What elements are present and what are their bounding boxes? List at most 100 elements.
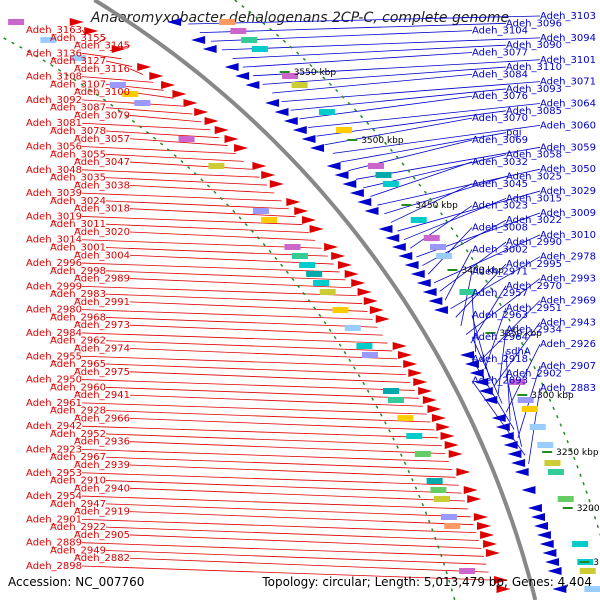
forward-gene-arrow	[137, 63, 152, 71]
right-gene-label: Adeh_3022	[506, 215, 562, 226]
right-gene-label: Adeh_3032	[472, 157, 528, 168]
feature-block	[312, 280, 329, 286]
forward-gene-arrow	[427, 405, 442, 413]
right-connector-line	[370, 161, 473, 197]
left-connector-line	[105, 270, 346, 281]
right-gene-label: Adeh_3076	[472, 91, 528, 102]
feature-block	[547, 469, 564, 475]
feature-block	[579, 568, 596, 574]
left-connector-line	[129, 348, 397, 360]
left-connector-line	[81, 76, 154, 83]
left-gene-label: Adeh_2941	[74, 390, 130, 401]
scale-label: 3200 kbp	[577, 504, 600, 514]
feature-block	[387, 397, 404, 403]
left-gene-label: Adeh_2947	[50, 499, 106, 510]
left-gene-label: Adeh_2989	[74, 274, 130, 285]
left-connector-line	[129, 511, 474, 526]
left-gene-label: Adeh_3127	[50, 56, 106, 67]
feature-block	[572, 541, 589, 547]
reverse-gene-arrow	[422, 288, 437, 296]
right-gene-label: Adeh_2995	[506, 259, 562, 270]
forward-gene-arrow	[357, 288, 372, 296]
right-connector-line	[465, 278, 541, 335]
reverse-gene-arrow	[428, 297, 443, 305]
feature-block	[444, 523, 461, 529]
left-gene-label: Adeh_2922	[50, 522, 106, 533]
forward-gene-arrow	[494, 576, 509, 584]
forward-gene-arrow	[204, 117, 219, 125]
forward-gene-arrow	[194, 108, 209, 116]
left-gene-label: Adeh_3163	[26, 25, 82, 36]
right-gene-label: Adeh_3060	[540, 120, 596, 131]
forward-gene-arrow	[408, 369, 423, 377]
left-gene-label: Adeh_3004	[74, 250, 130, 261]
forward-gene-arrow	[337, 261, 352, 269]
right-connector-line	[471, 336, 503, 404]
reverse-gene-arrow	[224, 63, 239, 71]
right-gene-label: Adeh_3085	[506, 106, 562, 117]
reverse-gene-arrow	[531, 513, 546, 521]
left-connector-line	[105, 410, 431, 423]
right-connector-line	[281, 81, 541, 103]
reverse-gene-arrow	[539, 540, 554, 548]
left-connector-line	[81, 122, 211, 131]
reverse-gene-arrow	[404, 261, 419, 269]
left-gene-label: Adeh_3019	[26, 211, 82, 222]
right-connector-line	[390, 183, 473, 223]
forward-gene-arrow	[483, 540, 498, 548]
left-gene-label: Adeh_2965	[50, 359, 106, 370]
reverse-gene-arrow	[378, 225, 393, 233]
reverse-gene-arrow	[283, 117, 298, 125]
scale-label: 3150 kbp	[593, 558, 600, 568]
left-gene-label: Adeh_3035	[50, 173, 106, 184]
reverse-gene-arrow	[474, 378, 489, 386]
right-gene-label: Adeh_2969	[540, 295, 596, 306]
left-gene-label: Adeh_3116	[74, 64, 130, 75]
feature-block	[430, 487, 447, 493]
left-gene-label: Adeh_2905	[74, 530, 130, 541]
left-gene-label: Adeh_2975	[74, 367, 130, 378]
reverse-gene-arrow	[385, 234, 400, 242]
feature-block	[208, 163, 225, 169]
left-gene-label: Adeh_2936	[74, 437, 130, 448]
forward-gene-arrow	[269, 180, 284, 188]
reverse-gene-arrow	[499, 432, 514, 440]
forward-gene-arrow	[234, 144, 249, 152]
left-connector-line	[129, 278, 352, 289]
left-connector-line	[81, 216, 303, 225]
left-connector-line	[105, 550, 487, 565]
genome-backbone	[93, 0, 538, 600]
left-connector-line	[81, 239, 322, 249]
forward-gene-arrow	[363, 297, 378, 305]
left-gene-label: Adeh_2939	[74, 460, 130, 471]
feature-block	[426, 478, 443, 484]
left-gene-label: Adeh_2973	[74, 320, 130, 331]
forward-gene-arrow	[183, 99, 198, 107]
right-connector-line	[433, 234, 541, 284]
forward-gene-arrow	[286, 198, 301, 206]
left-connector-line	[81, 402, 427, 415]
left-gene-label: Adeh_2960	[50, 382, 106, 393]
feature-block	[397, 415, 414, 421]
reverse-gene-arrow	[334, 171, 349, 179]
scale-label: 3400 kbp	[461, 266, 504, 276]
right-gene-label: Adeh_3096	[506, 18, 562, 29]
reverse-gene-arrow	[167, 18, 182, 26]
reverse-gene-arrow	[357, 198, 372, 206]
left-gene-label: Adeh_3020	[74, 227, 130, 238]
feature-block	[318, 109, 335, 115]
reverse-gene-arrow	[495, 423, 510, 431]
left-gene-label: Adeh_3092	[26, 95, 82, 106]
right-connector-line	[403, 197, 507, 241]
reverse-gene-arrow	[464, 360, 479, 368]
forward-gene-arrow	[473, 513, 488, 521]
reverse-gene-arrow	[391, 243, 406, 251]
right-gene-label: Adeh_2893	[472, 376, 528, 387]
right-gene-label: Adeh_3077	[472, 47, 528, 58]
feature-block	[178, 136, 195, 142]
right-gene-label: Adeh_3029	[540, 186, 596, 197]
scale-label: 3500 kbp	[361, 136, 404, 146]
right-connector-line	[299, 95, 473, 120]
reverse-gene-arrow	[514, 468, 529, 476]
